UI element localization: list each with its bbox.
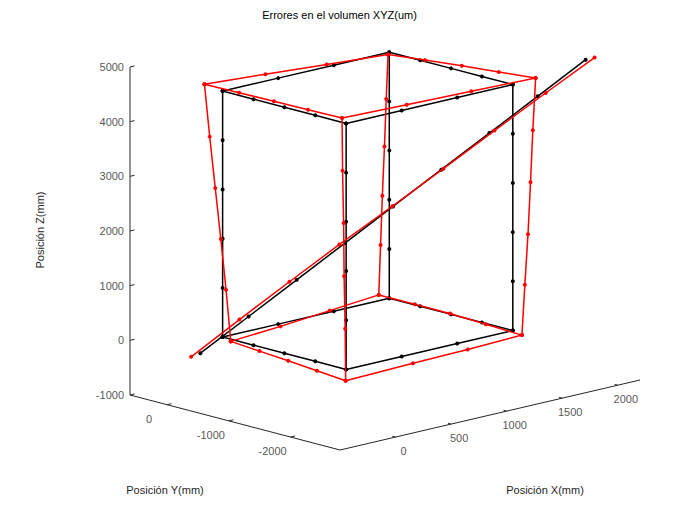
svg-text:-1000: -1000 <box>197 429 225 441</box>
svg-text:1000: 1000 <box>100 280 124 292</box>
svg-text:-2000: -2000 <box>259 445 287 457</box>
svg-text:2000: 2000 <box>100 225 124 237</box>
svg-text:500: 500 <box>450 432 468 444</box>
svg-text:0: 0 <box>118 334 124 346</box>
svg-text:0: 0 <box>146 413 152 425</box>
svg-text:Posición Z(mm): Posición Z(mm) <box>34 191 46 268</box>
svg-text:3000: 3000 <box>100 170 124 182</box>
svg-text:Errores en el volumen XYZ(um): Errores en el volumen XYZ(um) <box>262 9 417 21</box>
svg-text:Posición X(mm): Posición X(mm) <box>506 484 584 496</box>
svg-text:4000: 4000 <box>100 116 124 128</box>
svg-text:2000: 2000 <box>614 393 638 405</box>
svg-text:1500: 1500 <box>558 406 582 418</box>
svg-text:5000: 5000 <box>100 61 124 73</box>
svg-text:1000: 1000 <box>502 419 526 431</box>
svg-text:Posición Y(mm): Posición Y(mm) <box>126 484 203 496</box>
svg-text:0: 0 <box>400 445 406 457</box>
svg-text:-1000: -1000 <box>96 389 124 401</box>
